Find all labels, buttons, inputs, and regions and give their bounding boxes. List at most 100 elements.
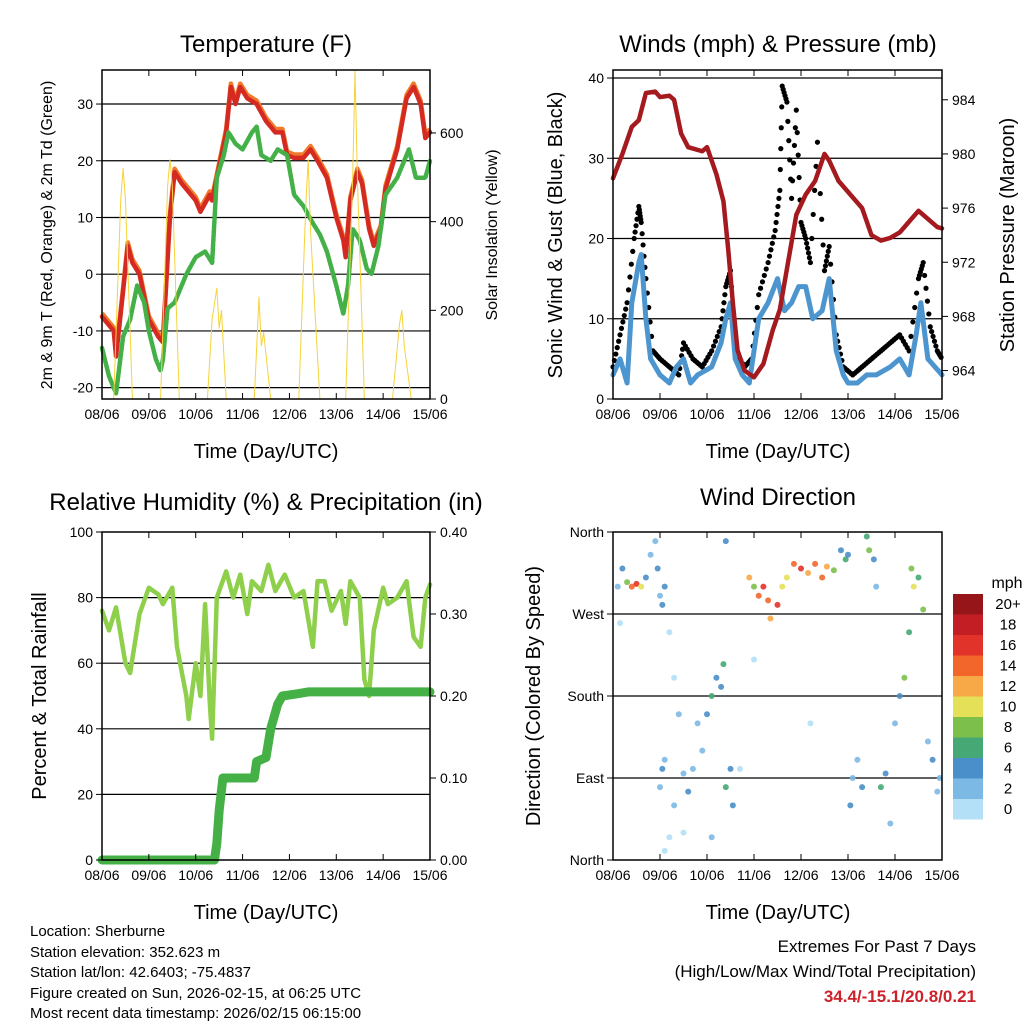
wind-gust-point <box>631 235 637 242</box>
solar-insolation-line <box>101 70 431 400</box>
temp-ytick-right-label: 400 <box>440 214 464 230</box>
wind-ytick-right-label: 984 <box>952 92 976 108</box>
wind-gust-point <box>796 174 802 181</box>
legend-label: 4 <box>1004 760 1012 777</box>
rh-xlabel: Time (Day/UTC) <box>194 902 339 924</box>
wind-gust-point <box>804 240 810 246</box>
extremes: Extremes For Past 7 Days (High/Low/Max W… <box>675 934 976 1009</box>
dir-point <box>866 547 873 554</box>
wind-gust-point <box>620 319 626 325</box>
total-precipitation-line <box>97 687 435 865</box>
legend-swatch <box>953 717 983 738</box>
wind-title: Winds (mph) & Pressure (mb) <box>619 31 936 58</box>
wind-gust-point <box>712 338 719 344</box>
dir-point <box>671 674 678 681</box>
rh-ytick-right-label: 0.20 <box>440 688 467 704</box>
dir-point <box>722 538 729 545</box>
wind-gust-point <box>929 328 935 335</box>
extremes-values: 34.4/-15.1/20.8/0.21 <box>823 987 976 1006</box>
wind-gust-point <box>828 261 834 267</box>
wind-ytick-label: 10 <box>588 311 604 327</box>
recent-timestamp: Most recent data timestamp: 2026/02/15 0… <box>30 1005 362 1022</box>
wind-gust-point <box>910 319 916 325</box>
wind-gust-point <box>709 348 715 354</box>
wind-gust-point <box>773 219 779 226</box>
wind-gust-point <box>924 298 931 304</box>
wind-gust-point <box>775 203 781 210</box>
wind-gust-point <box>676 372 682 378</box>
wind-gust-point <box>628 261 634 267</box>
dir-point <box>783 574 790 581</box>
wind-gust-point <box>824 253 830 259</box>
wind-xtick-label: 13/06 <box>830 406 865 422</box>
wind-gust-point <box>792 125 798 131</box>
rh-xtick-label: 15/06 <box>412 867 447 883</box>
legend-swatch <box>953 594 983 615</box>
wind-gust-point <box>638 219 644 226</box>
rh-ytick-label: 0 <box>85 852 93 868</box>
dir-ytick-label: West <box>572 606 604 622</box>
dir-point <box>661 756 668 763</box>
wind-gust-point <box>621 312 627 319</box>
dir-point <box>790 560 797 567</box>
dir-point <box>807 720 814 727</box>
wind-xtick-label: 11/06 <box>737 406 771 422</box>
dir-point <box>647 551 654 558</box>
dir-point <box>614 583 621 590</box>
wind-gust-point <box>806 255 813 261</box>
dir-point <box>680 770 687 777</box>
temp-ytick-right-label: 200 <box>440 302 464 318</box>
temp-xtick-label: 10/06 <box>178 406 213 422</box>
dir-point <box>659 765 666 772</box>
dir-point <box>896 693 903 699</box>
dir-point <box>915 574 922 581</box>
wind-gust-point <box>765 259 771 266</box>
wind-gust-point <box>778 146 784 152</box>
temp-ylabel: 2m & 9m T (Red, Orange) & 2m Td (Green) <box>39 81 56 390</box>
rh-ytick-label: 100 <box>70 524 94 540</box>
dir-point <box>659 601 666 608</box>
wind-gust-point <box>920 259 926 266</box>
wind-xtick-label: 09/06 <box>642 406 677 422</box>
temp-ytick-label: 10 <box>77 209 93 225</box>
wind-gust-point <box>817 190 823 197</box>
dir-point <box>619 565 626 572</box>
legend-swatch <box>953 655 983 676</box>
temp-frame <box>101 69 431 400</box>
wind-gust-point <box>766 253 773 259</box>
wind-gust-point <box>794 129 800 136</box>
rh-xtick-label: 09/06 <box>131 867 166 883</box>
wind-gust-point <box>926 311 932 317</box>
dir-plot: 08/06 09/06 10/06 11/06 12/06 13/06 14/06 15/06… <box>567 524 1021 883</box>
wind-gust-point <box>627 274 633 280</box>
wind-gust-point <box>786 138 792 144</box>
wind-gust-point <box>754 304 760 311</box>
figure-created: Figure created on Sun, 2026-02-15, at 06… <box>30 984 362 1002</box>
wind-gust-point <box>826 243 832 250</box>
temp-ytick-label: 20 <box>77 153 93 169</box>
rh-plot: 08/06 09/06 10/06 11/06 12/06 13/06 14/06 15/06… <box>70 524 468 883</box>
dir-point <box>689 765 696 772</box>
wind-ytick-label: 0 <box>596 391 604 407</box>
wind-gust-point <box>938 354 944 360</box>
wind-gust-point <box>793 107 799 113</box>
wind-gust-point <box>914 290 920 296</box>
wind-gust-point <box>927 324 933 330</box>
legend-label: 8 <box>1004 719 1012 736</box>
wind-gust-point <box>812 187 818 193</box>
wind-xtick-label: 15/06 <box>924 406 959 422</box>
wind-gust-point <box>804 245 811 251</box>
rh-ylabel: Percent & Total Rainfall <box>29 592 51 800</box>
temp-xtick-label: 12/06 <box>272 406 307 422</box>
dir-point <box>708 834 715 841</box>
wind-ytick-label: 30 <box>588 150 604 166</box>
rh-ytick-right-label: 0.10 <box>440 770 467 786</box>
wind-gust-point <box>819 216 825 222</box>
temp-ytick-label: 30 <box>77 96 93 112</box>
rh-ytick-label: 80 <box>77 590 93 606</box>
legend-label: 18 <box>1000 617 1017 634</box>
wind-gust-point <box>618 325 625 331</box>
dir-xtick-label: 14/06 <box>877 867 912 883</box>
dir-point <box>666 629 673 636</box>
dir-point <box>642 574 649 581</box>
